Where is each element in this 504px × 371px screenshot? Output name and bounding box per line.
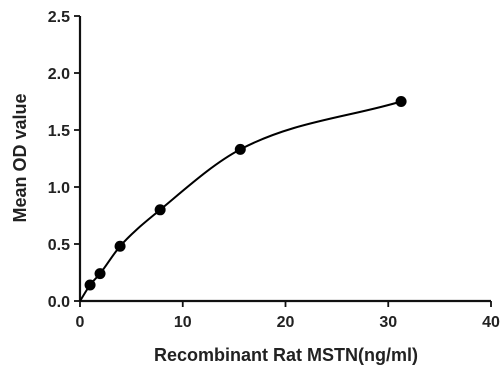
data-point bbox=[94, 268, 106, 280]
x-tick-label: 20 bbox=[277, 314, 295, 331]
data-point bbox=[84, 279, 96, 291]
data-points bbox=[84, 96, 407, 291]
y-tick-label: 2.5 bbox=[48, 9, 70, 26]
x-tick-label: 0 bbox=[76, 314, 85, 331]
x-axis-title: Recombinant Rat MSTN(ng/ml) bbox=[154, 345, 418, 365]
x-tick-label: 10 bbox=[174, 314, 192, 331]
y-tick-label: 0.5 bbox=[48, 237, 70, 254]
x-tick-label: 30 bbox=[379, 314, 397, 331]
data-point bbox=[395, 96, 407, 107]
y-tick-label: 1.5 bbox=[48, 123, 70, 140]
y-tick-label: 2.0 bbox=[48, 66, 70, 83]
y-ticks: 0.0 0.5 1.0 1.5 2.0 2.5 bbox=[48, 9, 80, 311]
data-point bbox=[154, 204, 166, 216]
x-tick-label: 40 bbox=[482, 314, 500, 331]
y-tick-label: 1.0 bbox=[48, 180, 70, 197]
data-point bbox=[234, 143, 246, 155]
plot-area: 0.0 0.5 1.0 1.5 2.0 2.5 0 10 20 30 40 bbox=[48, 9, 500, 331]
x-ticks: 0 10 20 30 40 bbox=[76, 301, 500, 331]
y-axis-title: Mean OD value bbox=[10, 93, 30, 222]
data-point bbox=[114, 240, 126, 252]
fit-curve bbox=[79, 100, 402, 302]
y-tick-label: 0.0 bbox=[48, 294, 70, 311]
